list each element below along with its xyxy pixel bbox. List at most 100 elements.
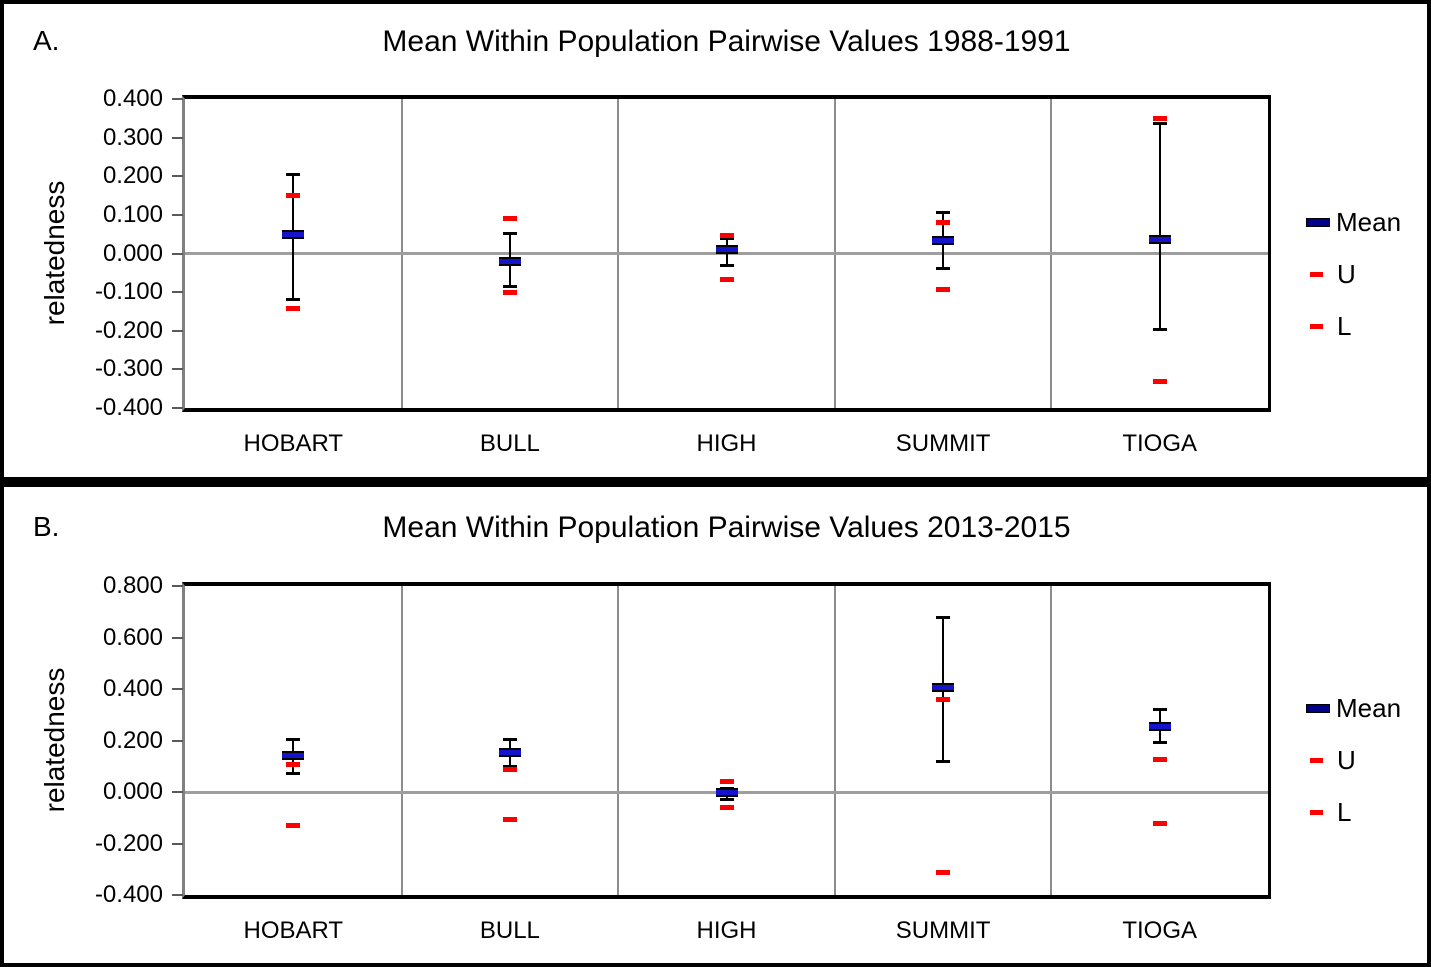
upper-ci-marker [719,779,734,785]
error-bar-cap-top [1152,708,1167,712]
legend-item-upper: U [1306,259,1356,289]
legend-lower-dash-icon [1310,809,1323,815]
mean-marker [1148,722,1171,732]
legend-item-mean: Mean [1306,207,1401,237]
x-category-label: HIGH [696,430,757,457]
y-tick-mark [172,739,183,742]
y-tick-mark [172,636,183,639]
y-tick-label: -0.400 [94,881,163,908]
error-bar-cap-top [936,616,951,620]
legend-mean-label: Mean [1336,206,1402,237]
y-tick-label: 0.100 [102,200,163,228]
chart-a-title: Mean Within Population Pairwise Values 1… [382,25,1071,58]
y-tick-mark [172,368,183,371]
error-bar-cap-bottom [719,797,734,801]
legend-mean-label: Mean [1336,692,1402,723]
error-bar-cap-bottom [936,267,951,271]
error-bar-cap-bottom [1152,741,1167,745]
legend-lower-dash-icon [1310,323,1323,329]
y-tick-mark [172,252,183,255]
mean-marker [1148,235,1171,245]
lower-ci-marker [719,804,734,810]
y-tick-label: 0.000 [102,239,163,267]
x-category-label: TIOGA [1122,430,1198,457]
upper-ci-marker [936,696,951,702]
lower-ci-marker [936,287,951,293]
y-tick-label: 0.800 [102,572,163,599]
mean-marker [498,747,521,757]
legend-upper-dash-icon [1310,271,1323,277]
y-tick-label: 0.600 [102,623,163,651]
legend-item-lower: L [1306,311,1351,341]
x-category-label: HOBART [243,917,344,944]
mean-marker [282,230,305,240]
y-tick-label: 0.200 [102,162,163,190]
y-tick-label: -0.100 [94,278,163,306]
x-category-label: BULL [479,430,540,457]
y-tick-mark [172,894,183,896]
mean-marker [715,787,738,797]
upper-ci-marker [1152,115,1167,121]
category-separator-gridline [617,586,620,895]
error-bar-cap-top [719,236,734,240]
y-tick-mark [172,791,183,793]
legend-lower-label: L [1337,796,1352,827]
lower-ci-marker [502,816,517,822]
error-bar-cap-bottom [502,284,517,288]
category-separator-gridline [1050,586,1053,895]
lower-ci-marker [1152,821,1167,827]
chart-b-plot-area [182,582,1271,899]
y-tick-mark [172,291,183,294]
error-bar-cap-top [286,172,301,176]
y-tick-mark [172,213,183,216]
mean-marker [932,235,955,245]
y-tick-label: -0.400 [94,394,163,421]
upper-ci-marker [936,219,951,225]
lower-ci-marker [502,289,517,295]
legend-item-mean: Mean [1306,693,1401,723]
category-separator-gridline [833,586,836,895]
error-bar-line [1158,123,1161,330]
y-tick-mark [172,407,183,409]
x-category-label: SUMMIT [895,430,991,457]
error-bar-cap-bottom [286,772,301,776]
lower-ci-marker [286,306,301,312]
error-bar-cap-top [286,738,301,742]
error-bar-cap-bottom [286,297,301,301]
y-tick-label: 0.200 [102,726,163,754]
mean-marker [498,256,521,266]
x-category-label: HIGH [696,917,757,944]
mean-marker [932,682,955,692]
upper-ci-marker [1152,757,1167,763]
legend-upper-dash-icon [1310,757,1323,763]
y-tick-label: -0.300 [94,355,163,383]
legend-item-upper: U [1306,745,1356,775]
y-tick-mark [172,842,183,845]
upper-ci-marker [719,232,734,238]
y-tick-label: 0.400 [102,85,163,112]
y-tick-label: -0.200 [94,829,163,857]
panel-b-label: B. [33,511,60,542]
y-tick-mark [172,136,183,139]
panel-divider [0,477,1431,487]
y-tick-mark [172,585,183,587]
error-bar-cap-top [502,231,517,235]
mean-marker [715,245,738,255]
legend-lower-label: L [1337,310,1352,341]
legend-upper-label: U [1337,744,1356,775]
error-bar-cap-bottom [719,264,734,268]
category-separator-gridline [400,586,403,895]
y-tick-label: 0.400 [102,675,163,702]
y-tick-mark [172,329,183,332]
y-tick-label: -0.200 [94,316,163,344]
lower-ci-marker [1152,379,1167,385]
x-category-label: HOBART [243,430,344,457]
y-tick-label: 0.300 [102,123,163,151]
error-bar-cap-top [502,737,517,741]
legend-item-lower: L [1306,797,1351,827]
y-tick-label: 0.000 [102,778,163,805]
error-bar-cap-bottom [936,760,951,764]
y-tick-mark [172,688,183,690]
error-bar-cap-top [936,210,951,214]
